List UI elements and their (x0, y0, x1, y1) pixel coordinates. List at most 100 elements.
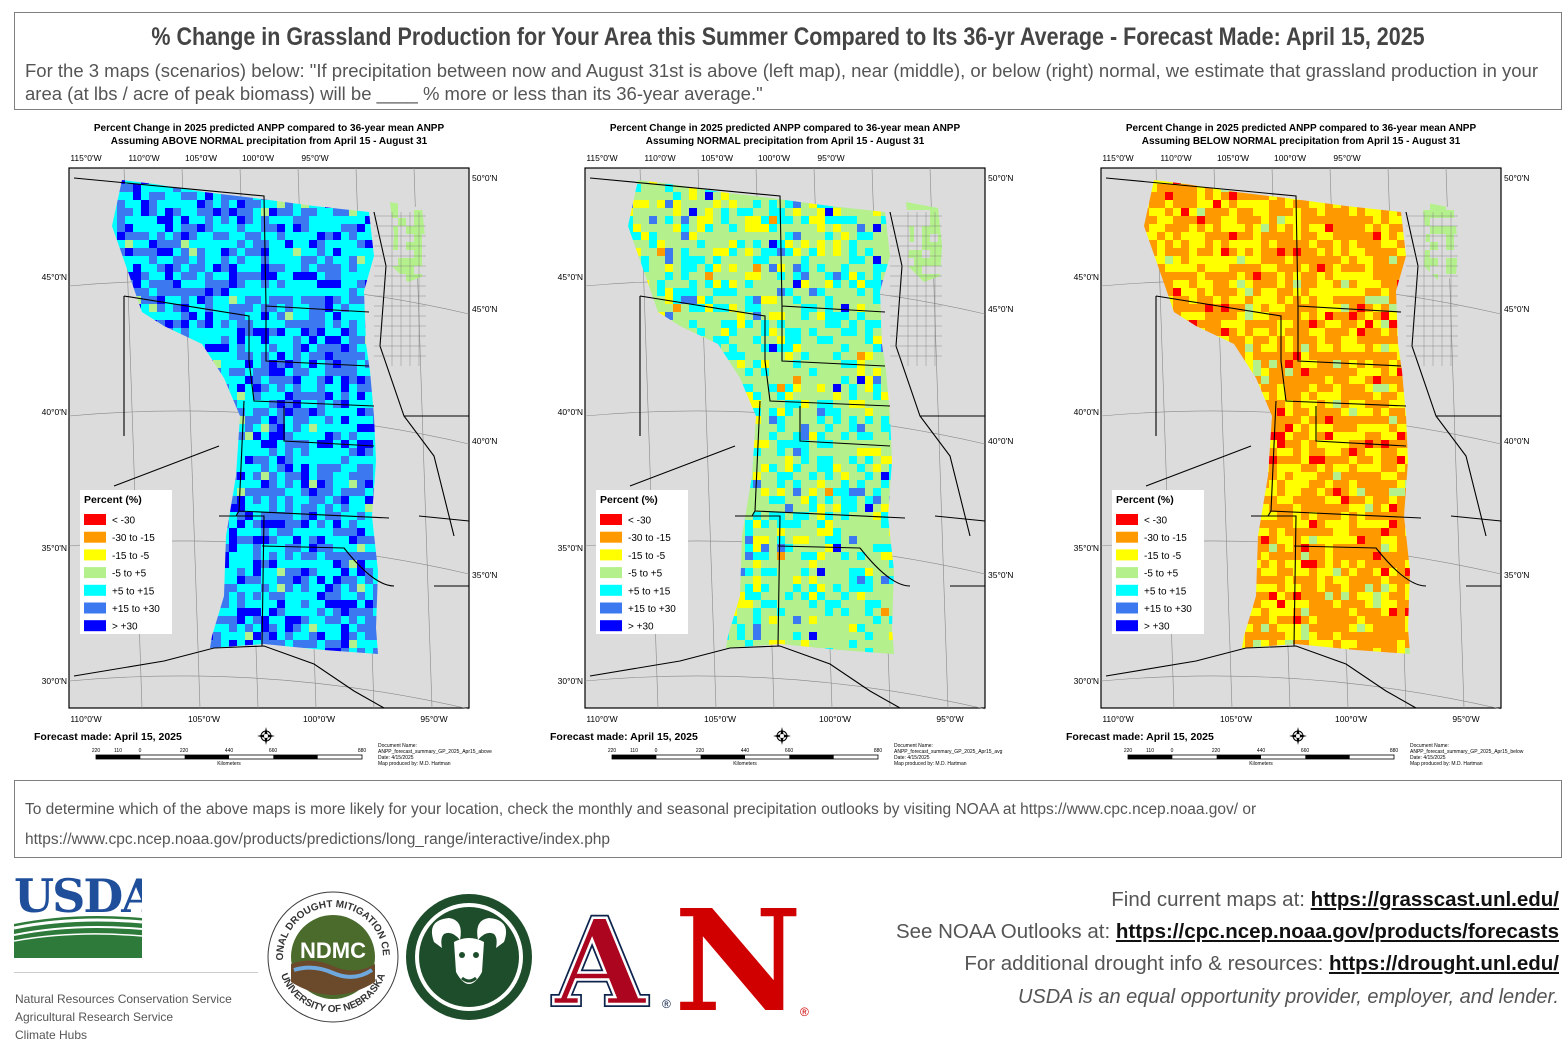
lat-label-left: 40°0'N (1074, 407, 1099, 417)
legend-label: -30 to -15 (1144, 533, 1187, 544)
arizona-registered: ® (662, 997, 671, 1011)
outlook-note-line2[interactable]: https://www.cpc.ncep.noaa.gov/products/p… (25, 831, 611, 848)
usda-logo: USDA (14, 869, 142, 958)
lat-label-right: 35°0'N (1504, 570, 1529, 580)
scale-tick-label: 0 (139, 748, 142, 754)
legend: Percent (%) < -30 -30 to -15 -15 to -5 -5 to… (1112, 490, 1204, 634)
map-panel-below-normal: Percent Change in 2025 predicted ANPP co… (1046, 116, 1561, 772)
forecast-made-label: Forecast made: April 15, 2025 (34, 731, 182, 743)
legend-swatch (1116, 602, 1138, 614)
nebraska-registered: ® (800, 1005, 809, 1018)
agency-ars: Agricultural Research Service (15, 1010, 174, 1024)
legend-label: > +30 (628, 622, 654, 633)
agency-climate-hubs: Climate Hubs (15, 1028, 88, 1042)
lon-label-bottom: 110°0'W (586, 714, 617, 724)
scale-bar: 220 110 0 220 440 660 880 Kilometers (608, 748, 883, 767)
legend-swatch (1116, 584, 1138, 596)
legend-swatch (600, 531, 622, 543)
arizona-letter-outline: A (553, 902, 647, 1012)
legend-swatch (1116, 567, 1138, 579)
state-boundaries (589, 177, 986, 709)
lat-label-right: 45°0'N (988, 304, 1013, 314)
legend-label: -15 to -5 (1144, 551, 1182, 562)
grasscast-link[interactable]: https://grasscast.unl.edu/ (1310, 888, 1559, 911)
legend-title: Percent (%) (1116, 494, 1174, 506)
legend-label: +5 to +15 (628, 586, 671, 597)
lat-label-right: 35°0'N (472, 570, 497, 580)
scale-tick-label: 220 (1212, 748, 1221, 754)
link-prefix-grasscast: Find current maps at: (1111, 888, 1311, 911)
scale-bar: 220 110 0 220 440 660 880 Kilometers (1124, 748, 1399, 767)
legend-swatch (1116, 620, 1138, 632)
scale-tick-label: 220 (180, 748, 189, 754)
scale-tick-label: 220 (608, 748, 617, 754)
usda-logo-text: USDA (14, 869, 142, 923)
county-boundaries (890, 212, 942, 366)
lon-label-bottom: 100°0'W (1335, 714, 1367, 724)
legend-label: -15 to -5 (112, 551, 150, 562)
lat-label-right: 40°0'N (472, 436, 497, 446)
lon-label-bottom: 105°0'W (188, 714, 220, 724)
lon-label-top: 110°0'W (128, 153, 159, 163)
lon-label-bottom: 110°0'W (70, 714, 101, 724)
scale-tick-label: 660 (269, 748, 278, 754)
county-boundaries (374, 212, 426, 366)
map-title: Percent Change in 2025 predicted ANPP co… (1126, 123, 1477, 134)
lon-label-top: 105°0'W (185, 153, 217, 163)
legend-swatch (84, 549, 106, 561)
arizona-letter: A (553, 902, 647, 1012)
legend-swatch (84, 602, 106, 614)
map-title: Percent Change in 2025 predicted ANPP co… (610, 123, 961, 134)
state-boundaries (73, 177, 470, 709)
state-boundaries (1105, 177, 1502, 709)
lon-label-top: 105°0'W (1217, 153, 1249, 163)
lat-label-left: 45°0'N (42, 272, 67, 282)
doc-date-label: Date: 4/15/2025 (1410, 755, 1446, 761)
forecast-made-label: Forecast made: April 15, 2025 (1066, 731, 1214, 743)
doc-name-label: Document Name: (1410, 743, 1449, 749)
lat-label-right: 50°0'N (988, 173, 1013, 183)
scale-tick-label: 220 (92, 748, 101, 754)
doc-name-label: Document Name: (378, 743, 417, 749)
map-svg: Percent Change in 2025 predicted ANPP co… (34, 123, 497, 767)
nebraska-n-logo: N ® (676, 892, 809, 1018)
legend-swatch (600, 514, 622, 525)
legend-label: < -30 (1144, 516, 1168, 527)
scale-tick-label: 440 (225, 748, 234, 754)
forecast-made-label: Forecast made: April 15, 2025 (550, 731, 698, 743)
doc-file-label: ANPP_forecast_summary_GP_2025_Apr15_belo… (1410, 749, 1524, 755)
legend-swatch (84, 584, 106, 596)
lon-label-top: 100°0'W (758, 153, 790, 163)
lon-label-top: 105°0'W (701, 153, 733, 163)
legend-label: < -30 (628, 516, 652, 527)
link-line-drought: For additional drought info & resources:… (964, 952, 1559, 976)
legend-label: -5 to +5 (628, 569, 663, 580)
legend-label: +5 to +15 (112, 586, 155, 597)
doc-date-label: Date: 4/15/2025 (894, 755, 930, 761)
header-box: % Change in Grassland Production for You… (14, 12, 1562, 110)
legend: Percent (%) < -30 -30 to -15 -15 to -5 -5 to… (596, 490, 688, 634)
scale-tick-label: 660 (1301, 748, 1310, 754)
lat-label-right: 50°0'N (472, 173, 497, 183)
eeo-statement: USDA is an equal opportunity provider, e… (1017, 986, 1559, 1008)
map-panel-above-normal: Percent Change in 2025 predicted ANPP co… (14, 116, 529, 772)
scale-tick-label: 220 (1124, 748, 1133, 754)
legend-swatch (600, 549, 622, 561)
ndmc-logo: NATIONAL DROUGHT MITIGATION CENTER UNIVE… (266, 890, 399, 1023)
lat-label-left: 40°0'N (558, 407, 583, 417)
map-title: Percent Change in 2025 predicted ANPP co… (94, 123, 445, 134)
lat-label-right: 40°0'N (988, 436, 1013, 446)
legend-swatch (600, 620, 622, 632)
scale-tick-label: 220 (696, 748, 705, 754)
legend-label: -5 to +5 (112, 569, 147, 580)
legend-label: < -30 (112, 516, 136, 527)
scale-tick-label: 440 (1257, 748, 1266, 754)
legend-swatch (84, 531, 106, 543)
drought-link[interactable]: https://drought.unl.edu/ (1328, 952, 1559, 975)
legend-swatch (1116, 531, 1138, 543)
page-title: % Change in Grassland Production for You… (151, 23, 1425, 51)
noaa-forecasts-link[interactable]: https://cpc.ncep.noaa.gov/products/forec… (1115, 920, 1559, 943)
map-svg: Percent Change in 2025 predicted ANPP co… (550, 123, 1013, 767)
legend-label: -5 to +5 (1144, 569, 1179, 580)
lat-label-right: 45°0'N (472, 304, 497, 314)
